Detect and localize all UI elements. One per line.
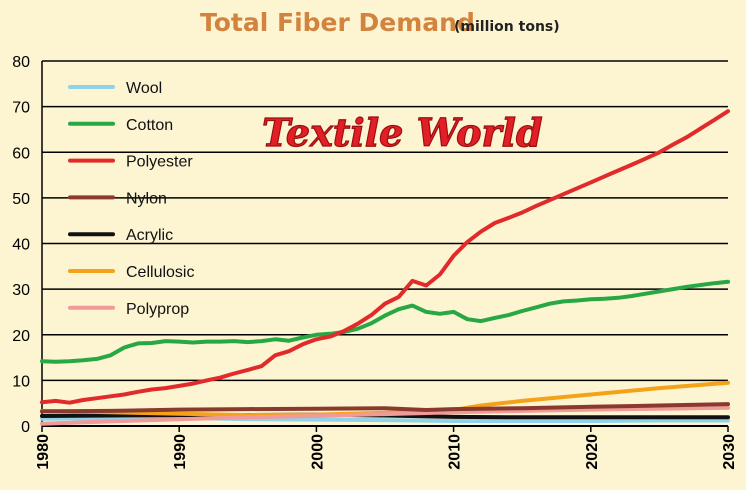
series-lines: [40, 109, 730, 426]
y-tick-label: 70: [12, 100, 30, 117]
y-tick-label: 10: [12, 373, 30, 390]
gridlines: [41, 60, 728, 427]
x-tick-label: 2020: [584, 434, 601, 470]
y-tick-label: 20: [12, 328, 30, 345]
x-tick-label: 2030: [721, 434, 738, 470]
y-tick-label: 80: [12, 54, 30, 71]
x-axis-ticks: 1980 1990 2000 2010 2020 2030: [35, 426, 738, 470]
legend: Wool Cotton Polyester Nylon Acrylic Cellulosi…: [68, 80, 194, 318]
y-tick-label: 30: [12, 282, 30, 299]
legend-label-wool: Wool: [126, 80, 162, 97]
x-tick-label: 2010: [447, 434, 464, 470]
y-tick-label: 0: [21, 419, 30, 436]
watermark-logo: Textile World: [261, 109, 543, 155]
legend-label-polyester: Polyester: [126, 154, 193, 171]
watermark-text: Textile World: [262, 110, 543, 155]
legend-label-cotton: Cotton: [126, 117, 173, 134]
legend-label-acrylic: Acrylic: [126, 227, 173, 244]
legend-label-polyprop: Polyprop: [126, 301, 189, 318]
legend-label-nylon: Nylon: [126, 190, 167, 207]
chart-title: Total Fiber Demand: [200, 8, 475, 37]
x-tick-label: 1980: [35, 434, 52, 470]
y-tick-label: 40: [12, 237, 30, 254]
series-line-cotton: [40, 279, 730, 364]
y-tick-label: 60: [12, 145, 30, 162]
legend-label-cellulosic: Cellulosic: [126, 264, 194, 281]
series-line-polyester: [40, 109, 730, 405]
x-tick-label: 1990: [172, 434, 189, 470]
y-tick-label: 50: [12, 191, 30, 208]
x-tick-label: 2000: [309, 434, 326, 470]
chart-title-unit: (million tons): [454, 19, 560, 35]
y-axis-ticks: 0 10 20 30 40 50 60 70 80: [12, 54, 30, 436]
series-line-nylon: [40, 402, 730, 414]
series-line-polyprop: [40, 405, 730, 426]
